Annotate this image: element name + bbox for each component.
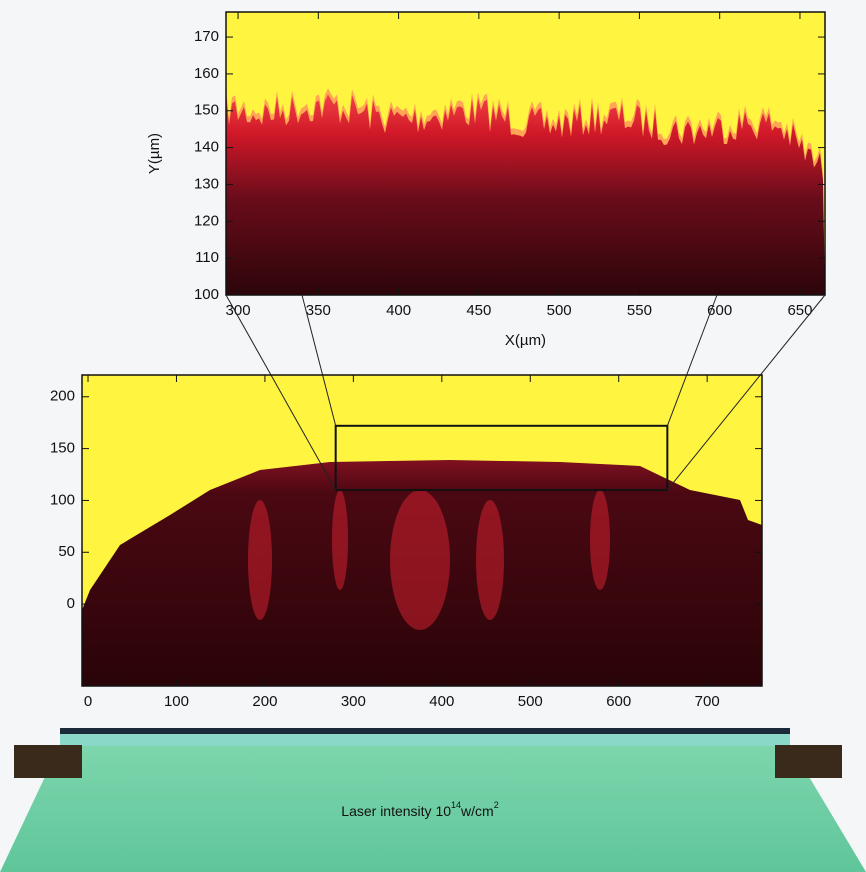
connector xyxy=(666,294,826,491)
streak xyxy=(476,500,504,620)
x-tick-label: 700 xyxy=(695,693,720,710)
x-tick-label: 550 xyxy=(627,302,652,319)
streak xyxy=(248,500,272,620)
x-tick-label: 100 xyxy=(164,693,189,710)
streak xyxy=(390,490,450,630)
y-tick-label: 100 xyxy=(194,286,219,303)
caption: Laser intensity 1014w/cm2 xyxy=(341,800,498,818)
y-tick-label: 0 xyxy=(67,595,75,612)
caption-exponent: 14 xyxy=(451,800,461,810)
x-axis-label: X(µm) xyxy=(505,332,546,349)
y-tick-label: 160 xyxy=(194,65,219,82)
x-tick-label: 600 xyxy=(707,302,732,319)
inset-box xyxy=(334,424,669,492)
frame xyxy=(225,11,826,296)
x-tick-label: 500 xyxy=(547,302,572,319)
target-layer xyxy=(60,734,790,746)
y-tick-label: 170 xyxy=(194,28,219,45)
y-tick-label: 150 xyxy=(194,102,219,119)
y-tick-label: 110 xyxy=(195,249,219,266)
caption-text: Laser intensity 10 xyxy=(341,803,451,819)
connector xyxy=(225,294,337,491)
heatmap xyxy=(82,375,762,686)
caption-unit: w/cm xyxy=(460,803,494,819)
streak xyxy=(332,490,348,590)
y-tick-label: 150 xyxy=(50,440,75,457)
x-tick-label: 600 xyxy=(606,693,631,710)
x-tick-label: 500 xyxy=(518,693,543,710)
x-tick-label: 400 xyxy=(429,693,454,710)
laser-beam xyxy=(0,745,866,872)
x-tick-label: 0 xyxy=(84,693,92,710)
connector xyxy=(301,294,337,426)
holder-left xyxy=(14,745,82,778)
y-axis-label: Y(µm) xyxy=(146,133,163,174)
y-tick-label: 100 xyxy=(50,491,75,508)
y-tick-label: 50 xyxy=(58,543,75,560)
streak xyxy=(590,490,610,590)
y-tick-label: 130 xyxy=(194,175,219,192)
y-tick-label: 140 xyxy=(194,139,219,156)
holder-right xyxy=(775,745,842,778)
target-foil xyxy=(60,728,790,734)
profile xyxy=(226,91,825,295)
y-tick-label: 200 xyxy=(50,388,75,405)
x-tick-label: 450 xyxy=(466,302,491,319)
caption-unit-exponent: 2 xyxy=(494,800,499,810)
frame xyxy=(81,374,763,687)
x-tick-label: 400 xyxy=(386,302,411,319)
x-tick-label: 650 xyxy=(787,302,812,319)
x-tick-label: 300 xyxy=(341,693,366,710)
x-tick-label: 200 xyxy=(252,693,277,710)
x-tick-label: 350 xyxy=(306,302,331,319)
heatmap xyxy=(226,12,825,295)
y-tick-label: 120 xyxy=(194,212,219,229)
panels: 300 350 400 450 500 550 600 6501001101201301401… xyxy=(50,11,826,710)
connector xyxy=(666,294,718,426)
